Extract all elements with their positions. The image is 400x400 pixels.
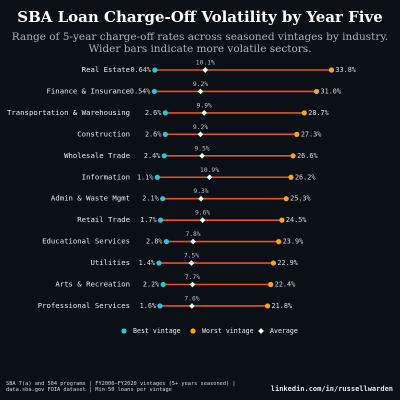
author-credit[interactable]: linkedin.com/in/russellwarden [270, 385, 393, 393]
best-value-label: 1.1% [137, 173, 153, 181]
worst-vintage-point [301, 110, 307, 116]
category-label: Finance & Insurance [47, 86, 130, 95]
best-vintage-point [154, 174, 160, 180]
best-value-label: 2.1% [142, 195, 158, 203]
worst-vintage-point [264, 303, 271, 309]
average-value-label: 9.2% [193, 124, 208, 131]
worst-vintage-point [270, 260, 277, 266]
average-marker [199, 217, 206, 223]
legend-best-label: Best vintage [133, 327, 181, 335]
chart-subtitle: Range of 5-year charge-off rates across … [10, 31, 390, 55]
worst-value-label: 26.2% [295, 173, 315, 181]
legend-average-label: Average [270, 327, 298, 335]
average-value-label: 7.5% [184, 253, 199, 260]
best-value-label: 2.2% [143, 281, 159, 289]
best-value-label: 1.4% [139, 259, 155, 267]
average-value-label: 9.5% [194, 145, 209, 152]
worst-value-label: 33.8% [335, 66, 355, 74]
average-marker [190, 238, 196, 245]
best-vintage-point [163, 239, 170, 245]
average-marker [201, 110, 208, 116]
category-label: Educational Services [42, 237, 130, 246]
worst-vintage-point [288, 174, 294, 180]
worst-vintage-point [283, 196, 289, 202]
best-value-label: 1.7% [140, 216, 156, 224]
worst-value-label: 31.0% [321, 87, 341, 95]
best-vintage-point [157, 217, 164, 223]
average-marker [198, 195, 204, 202]
average-value-label: 7.6% [184, 295, 199, 302]
legend-worst-swatch [190, 328, 196, 334]
category-label: Professional Services [38, 301, 130, 310]
best-vintage-point [162, 131, 168, 137]
category-label: Admin & Waste Mgmt [51, 194, 130, 203]
best-value-label: 1.6% [140, 302, 156, 310]
average-value-label: 9.3% [193, 188, 208, 195]
best-vintage-point [157, 303, 163, 309]
average-marker [197, 131, 204, 138]
worst-value-label: 28.7% [308, 109, 328, 117]
best-vintage-point [156, 260, 162, 266]
category-label: Arts & Recreation [55, 280, 130, 289]
best-vintage-point [162, 110, 168, 116]
worst-value-label: 21.8% [272, 302, 292, 310]
worst-vintage-point [279, 217, 285, 223]
average-marker [189, 303, 195, 309]
average-value-label: 9.6% [195, 210, 210, 217]
average-value-label: 9.2% [193, 81, 208, 88]
best-vintage-point [160, 281, 166, 288]
worst-vintage-point [268, 281, 274, 288]
category-label: Retail Trade [77, 215, 130, 224]
average-marker [206, 174, 213, 181]
best-value-label: 2.6% [145, 109, 161, 117]
worst-value-label: 23.9% [283, 238, 303, 246]
worst-vintage-point [290, 153, 296, 159]
average-marker [197, 88, 204, 95]
worst-value-label: 24.5% [286, 216, 306, 224]
category-label: Wholesale Trade [64, 151, 130, 160]
best-vintage-point [160, 196, 166, 202]
average-marker [202, 67, 209, 73]
worst-value-label: 22.4% [275, 281, 295, 289]
best-value-label: 2.6% [145, 130, 161, 138]
subtitle-line-1: Range of 5-year charge-off rates across … [11, 31, 389, 43]
category-label: Construction [77, 129, 130, 138]
worst-vintage-point [328, 67, 335, 73]
best-value-label: 0.54% [130, 87, 150, 95]
worst-value-label: 27.3% [301, 130, 321, 138]
category-label: Information [82, 172, 130, 181]
source-note: SBA 7(a) and 504 programs | FY2000–FY202… [6, 381, 236, 394]
average-marker [188, 260, 195, 266]
chart-title: SBA Loan Charge-Off Volatility by Year F… [17, 8, 383, 26]
best-vintage-point [151, 88, 157, 95]
average-value-label: 7.7% [185, 274, 200, 281]
best-value-label: 2.8% [146, 238, 162, 246]
worst-vintage-point [294, 131, 300, 137]
best-vintage-point [161, 153, 167, 159]
worst-vintage-point [313, 88, 320, 95]
worst-value-label: 22.9% [277, 259, 297, 267]
average-value-label: 10.9% [200, 167, 219, 174]
best-value-label: 2.4% [144, 152, 160, 160]
average-marker [199, 152, 205, 159]
worst-vintage-point [276, 239, 282, 245]
average-value-label: 9.9% [197, 102, 212, 109]
best-value-label: 0.64% [130, 66, 150, 74]
average-value-label: 7.8% [185, 231, 200, 238]
subtitle-line-2: Wider bars indicate more volatile sector… [88, 43, 312, 55]
best-vintage-point [152, 67, 158, 73]
category-label: Utilities [90, 258, 130, 267]
legend-worst-label: Worst vintage [202, 327, 254, 335]
worst-value-label: 25.3% [290, 195, 310, 203]
category-label: Real Estate [82, 65, 130, 74]
worst-value-label: 26.6% [297, 152, 317, 160]
legend-best-swatch [121, 328, 127, 334]
average-value-label: 10.1% [196, 60, 215, 67]
legend-average-swatch [258, 328, 264, 334]
category-label: Transportation & Warehousing [7, 108, 130, 117]
average-marker [189, 281, 196, 288]
